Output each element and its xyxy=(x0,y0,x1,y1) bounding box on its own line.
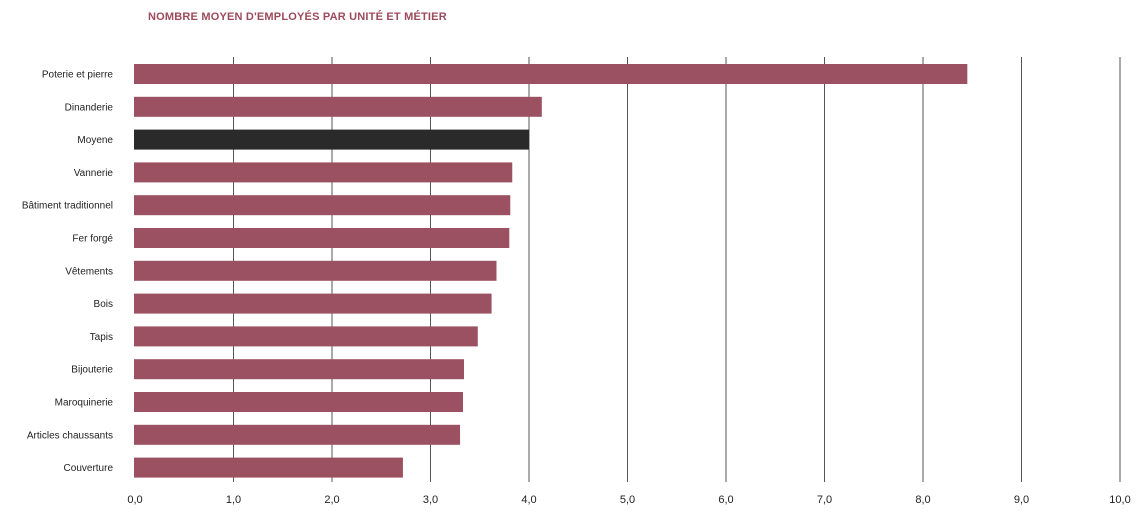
bar xyxy=(134,359,464,380)
bar xyxy=(134,228,510,248)
x-tick-label: 7,0 xyxy=(817,494,832,506)
bar xyxy=(134,424,461,445)
bar xyxy=(134,260,497,281)
chart-title: NOMBRE MOYEN D'EMPLOYÉS PAR UNITÉ ET MÉT… xyxy=(148,11,447,23)
bar xyxy=(134,195,511,216)
category-label: Bois xyxy=(94,299,113,310)
x-tick-label: 5,0 xyxy=(620,494,635,506)
category-label: Dinanderie xyxy=(65,102,114,113)
x-tick-labels: 0,0 1,0 2,0 3,0 4,0 5,0 6,0 7,0 8,0 9,0 10,0 xyxy=(127,494,1130,506)
category-labels: Poterie et pierre Dinanderie Moyene Vanneri… xyxy=(22,70,114,475)
x-tick-label: 2,0 xyxy=(324,494,339,506)
bar xyxy=(134,293,492,314)
category-label: Couverture xyxy=(64,463,114,474)
x-tick-label: 1,0 xyxy=(226,494,241,506)
bar xyxy=(134,392,464,412)
x-tick-label: 8,0 xyxy=(915,494,930,506)
category-label: Tapis xyxy=(90,332,113,343)
x-tick-label: 3,0 xyxy=(423,494,438,506)
category-label: Bâtiment traditionnel xyxy=(22,201,113,212)
bar xyxy=(134,326,478,347)
bar xyxy=(134,457,403,478)
bars xyxy=(134,64,968,478)
category-label: Bijouterie xyxy=(71,365,113,376)
bar xyxy=(134,162,513,183)
category-label: Vêtements xyxy=(65,266,113,277)
category-label: Maroquinerie xyxy=(55,398,114,409)
bar xyxy=(134,96,542,117)
x-tick-label: 9,0 xyxy=(1014,494,1029,506)
category-label: Articles chaussants xyxy=(27,430,113,441)
category-label: Moyene xyxy=(77,135,113,146)
x-tick-label: 4,0 xyxy=(521,494,536,506)
x-tick-label: 6,0 xyxy=(718,494,733,506)
bar-average xyxy=(134,129,529,150)
category-label: Poterie et pierre xyxy=(42,70,114,81)
category-label: Vannerie xyxy=(74,168,114,179)
x-tick-label: 10,0 xyxy=(1109,494,1130,506)
bar xyxy=(134,64,968,84)
category-label: Fer forgé xyxy=(72,234,113,245)
x-tick-label: 0,0 xyxy=(127,494,142,506)
